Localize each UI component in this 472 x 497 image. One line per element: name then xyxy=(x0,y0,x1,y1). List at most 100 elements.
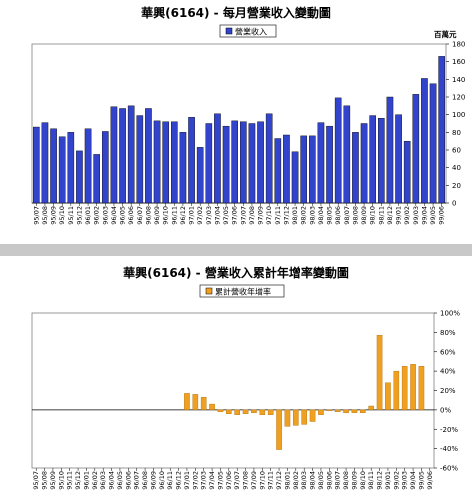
unit-label: 百萬元 xyxy=(434,29,457,39)
x-tick-label: 96/09 xyxy=(149,471,157,490)
x-tick-label: 97/10 xyxy=(258,471,266,490)
x-tick-label: 98/04 xyxy=(309,471,317,490)
x-tick-label: 95/09 xyxy=(49,471,57,490)
bar xyxy=(412,94,420,204)
bar xyxy=(205,123,213,204)
y-tick-label: -20% xyxy=(440,426,458,434)
x-tick-label: 99/06 xyxy=(438,206,446,225)
x-tick-label: 99/04 xyxy=(409,471,417,490)
chart-title: 華興(6164) - 每月營業收入變動圖 xyxy=(141,5,331,20)
y-tick-label: -40% xyxy=(440,445,458,453)
x-tick-label: 95/07 xyxy=(32,206,40,225)
bar xyxy=(385,382,391,411)
bar xyxy=(33,126,40,204)
x-tick-label: 99/03 xyxy=(412,206,420,225)
bar xyxy=(93,154,100,204)
chart-title: 華興(6164) - 營業收入累計年增率變動圖 xyxy=(123,265,349,280)
x-tick-label: 98/05 xyxy=(326,206,334,225)
bar xyxy=(438,56,445,204)
x-tick-label: 98/04 xyxy=(317,206,325,225)
y-tick-label: 140 xyxy=(452,76,465,84)
bar xyxy=(360,123,368,204)
x-tick-label: 98/12 xyxy=(386,206,394,225)
x-tick-label: 98/09 xyxy=(360,206,368,225)
bar xyxy=(231,120,238,204)
bar xyxy=(209,403,215,411)
y-tick-label: 160 xyxy=(452,58,465,66)
x-tick-label: 98/02 xyxy=(292,471,300,490)
x-tick-label: 98/11 xyxy=(377,206,385,225)
bar xyxy=(171,121,178,204)
plot-frame xyxy=(31,312,435,469)
x-tick-label: 97/07 xyxy=(239,206,247,225)
x-tick-label: 99/01 xyxy=(395,206,403,225)
legend-swatch xyxy=(225,27,233,35)
bar xyxy=(410,364,416,411)
x-tick-label: 96/10 xyxy=(162,206,170,225)
y-tick-label: 20 xyxy=(452,182,461,190)
bar xyxy=(395,114,402,204)
bar xyxy=(326,409,333,412)
x-tick-label: 95/12 xyxy=(75,206,83,225)
bar xyxy=(317,122,325,204)
bar xyxy=(267,409,274,415)
x-tick-label: 97/01 xyxy=(183,471,191,490)
bar xyxy=(351,409,358,413)
bar xyxy=(291,151,299,204)
x-tick-label: 97/12 xyxy=(275,471,283,490)
x-tick-label: 98/08 xyxy=(351,206,359,225)
x-tick-label: 97/06 xyxy=(231,206,239,225)
x-tick-label: 97/03 xyxy=(205,206,213,225)
bar xyxy=(309,135,316,204)
x-tick-label: 95/08 xyxy=(41,471,49,490)
panel-divider xyxy=(0,244,472,256)
x-tick-label: 97/09 xyxy=(257,206,265,225)
x-tick-label: 98/07 xyxy=(343,206,351,225)
x-tick-label: 96/12 xyxy=(179,206,187,225)
bar xyxy=(41,122,49,204)
x-tick-label: 99/06 xyxy=(426,471,434,490)
bar xyxy=(127,105,135,204)
bar xyxy=(153,120,161,204)
x-tick-label: 96/07 xyxy=(136,206,144,225)
bar xyxy=(369,115,376,204)
bar xyxy=(196,147,204,204)
y-tick-label: 80% xyxy=(440,329,456,337)
bar xyxy=(200,397,207,411)
x-tick-label: 98/09 xyxy=(350,471,358,490)
x-tick-label: 96/01 xyxy=(82,471,90,490)
x-tick-label: 98/05 xyxy=(317,471,325,490)
bar xyxy=(301,409,307,425)
x-tick-label: 96/01 xyxy=(84,206,92,225)
bar xyxy=(368,405,374,411)
x-tick-label: 96/02 xyxy=(91,471,99,490)
x-tick-label: 98/10 xyxy=(359,471,367,490)
x-tick-label: 96/05 xyxy=(116,471,124,490)
x-tick-label: 96/05 xyxy=(119,206,127,225)
y-tick-label: 0% xyxy=(440,406,451,414)
x-tick-label: 97/08 xyxy=(242,471,250,490)
bar xyxy=(421,78,428,204)
x-tick-label: 96/09 xyxy=(153,206,161,225)
x-tick-label: 97/08 xyxy=(248,206,256,225)
bar xyxy=(257,121,264,204)
bar xyxy=(102,131,109,204)
bar xyxy=(145,108,152,204)
x-tick-label: 95/11 xyxy=(66,471,74,490)
x-tick-label: 97/01 xyxy=(188,206,196,225)
x-tick-label: 98/01 xyxy=(283,471,291,490)
y-tick-label: 40% xyxy=(440,368,456,376)
y-tick-label: 80 xyxy=(452,129,461,137)
x-tick-label: 96/11 xyxy=(170,206,178,225)
x-tick-label: 96/07 xyxy=(133,471,141,490)
plot-frame xyxy=(31,43,447,204)
bar xyxy=(360,409,366,413)
x-tick-label: 97/05 xyxy=(222,206,230,225)
x-tick-label: 99/01 xyxy=(384,471,392,490)
x-tick-label: 98/07 xyxy=(334,471,342,490)
x-tick-label: 98/12 xyxy=(376,471,384,490)
bar xyxy=(403,140,411,204)
legend-box xyxy=(199,284,285,298)
bar xyxy=(318,409,324,415)
legend-label: 營業收入 xyxy=(235,27,267,37)
